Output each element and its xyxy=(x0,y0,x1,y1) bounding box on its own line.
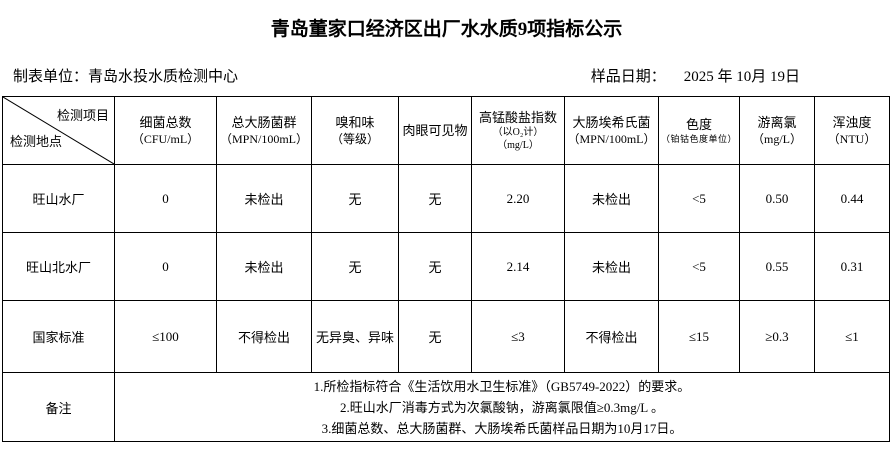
value-cell: 2.14 xyxy=(471,232,565,301)
row-site-label: 旺山北水厂 xyxy=(2,232,115,301)
sample-date: 样品日期： 2025 年 10月 19日 xyxy=(591,67,800,87)
header-name: 游离氯 xyxy=(757,115,797,130)
value-cell: 未检出 xyxy=(216,232,312,301)
value-cell: 无 xyxy=(311,232,399,301)
header-cell-permanganate-index: 高锰酸盐指数 （以O₂计） （mg/L） xyxy=(471,96,565,165)
value-cell: 无 xyxy=(398,300,472,373)
value-cell: 无 xyxy=(311,164,399,233)
header-cell-odor-taste: 嗅和味 （等级） xyxy=(311,96,399,165)
value-cell: 0.31 xyxy=(814,232,890,301)
header-name: 细菌总数 xyxy=(139,115,192,130)
header-name: 肉眼可见物 xyxy=(402,123,468,138)
header-cell-total-coliform: 总大肠菌群 （MPN/100mL） xyxy=(216,96,312,165)
value-cell: 0.44 xyxy=(814,164,890,233)
diagonal-line xyxy=(3,97,114,164)
value-cell: 无异臭、异味 xyxy=(311,300,399,373)
value-cell: 2.20 xyxy=(471,164,565,233)
corner-header-cell: 检测项目 检测地点 xyxy=(2,96,115,165)
value-cell: 无 xyxy=(398,232,472,301)
sample-date-value: 2025 年 10月 19日 xyxy=(683,69,800,85)
header-name: 高锰酸盐指数 xyxy=(478,110,557,125)
header-unit: （MPN/100mL） xyxy=(567,132,656,146)
header-name: 嗅和味 xyxy=(335,115,375,130)
remark-label: 备注 xyxy=(2,372,115,442)
remark-content: 1.所检指标符合《生活饮用水卫生标准》（GB5749-2022）的要求。 2.旺… xyxy=(114,372,890,442)
remark-line-3: 3.细菌总数、总大肠菌群、大肠埃希氏菌样品日期为10月17日。 xyxy=(321,420,683,436)
value-cell: 不得检出 xyxy=(564,300,659,373)
header-cell-free-chlorine: 游离氯 （mg/L） xyxy=(739,96,815,165)
value-cell: 未检出 xyxy=(564,232,659,301)
header-name: 总大肠菌群 xyxy=(231,115,297,130)
table-row-wangshan: 旺山水厂 0 未检出 无 无 2.20 未检出 <5 0.50 0.44 xyxy=(2,164,890,233)
value-cell: 0.50 xyxy=(739,164,815,233)
header-unit: （CFU/mL） xyxy=(131,132,200,146)
value-cell: 未检出 xyxy=(216,164,312,233)
remark-line-1: 1.所检指标符合《生活饮用水卫生标准》（GB5749-2022）的要求。 xyxy=(313,378,691,394)
value-cell: 0 xyxy=(114,164,217,233)
value-cell: <5 xyxy=(658,164,740,233)
value-cell: ≥0.3 xyxy=(739,300,815,373)
header-unit: （铂钴色度单位） xyxy=(660,134,737,144)
value-cell: 未检出 xyxy=(564,164,659,233)
remark-line-2: 2.旺山水厂消毒方式为次氯酸钠，游离氯限值≥0.3mg/L 。 xyxy=(339,399,665,415)
value-cell: 无 xyxy=(398,164,472,233)
header-unit: （等级） xyxy=(330,132,379,146)
value-cell: 0.55 xyxy=(739,232,815,301)
meta-row: 制表单位：青岛水投水质检测中心 样品日期： 2025 年 10月 19日 xyxy=(0,67,893,87)
value-cell: ≤15 xyxy=(658,300,740,373)
header-cell-bacteria-count: 细菌总数 （CFU/mL） xyxy=(114,96,217,165)
page-title: 青岛董家口经济区出厂水水质9项指标公示 xyxy=(270,19,623,40)
header-unit: （mg/L） xyxy=(752,132,802,146)
header-cell-ecoli: 大肠埃希氏菌 （MPN/100mL） xyxy=(564,96,659,165)
corner-label-sites: 检测地点 xyxy=(10,134,63,149)
table-row-wangshan-north: 旺山北水厂 0 未检出 无 无 2.14 未检出 <5 0.55 0.31 xyxy=(2,232,890,301)
header-unit2: （mg/L） xyxy=(497,140,539,151)
row-site-label: 国家标准 xyxy=(2,300,115,373)
header-cell-chroma: 色度 （铂钴色度单位） xyxy=(658,96,740,165)
maker-label: 制表单位：青岛水投水质检测中心 xyxy=(13,69,239,85)
value-cell: <5 xyxy=(658,232,740,301)
header-unit: （NTU） xyxy=(827,132,877,146)
header-cell-visible-matter: 肉眼可见物 xyxy=(398,96,472,165)
header-unit: （以O₂计） xyxy=(492,127,544,138)
value-cell: ≤100 xyxy=(114,300,217,373)
header-name: 色度 xyxy=(685,117,712,132)
header-cell-turbidity: 浑浊度 （NTU） xyxy=(814,96,890,165)
remark-row: 备注 1.所检指标符合《生活饮用水卫生标准》（GB5749-2022）的要求。 … xyxy=(2,372,890,442)
header-name: 浑浊度 xyxy=(832,115,872,130)
header-name: 大肠埃希氏菌 xyxy=(572,115,651,130)
value-cell: 0 xyxy=(114,232,217,301)
corner-label-items: 检测项目 xyxy=(56,108,109,123)
value-cell: 不得检出 xyxy=(216,300,312,373)
header-unit: （MPN/100mL） xyxy=(219,132,308,146)
value-cell: ≤1 xyxy=(814,300,890,373)
table-row-national-standard: 国家标准 ≤100 不得检出 无异臭、异味 无 ≤3 不得检出 ≤15 ≥0.3… xyxy=(2,300,890,373)
value-cell: ≤3 xyxy=(471,300,565,373)
water-quality-table: 检测项目 检测地点 细菌总数 （CFU/mL） 总大肠菌群 （MPN/100mL… xyxy=(2,96,890,442)
sample-date-label: 样品日期： xyxy=(590,69,666,85)
row-site-label: 旺山水厂 xyxy=(2,164,115,233)
table-header-row: 检测项目 检测地点 细菌总数 （CFU/mL） 总大肠菌群 （MPN/100mL… xyxy=(2,96,890,165)
